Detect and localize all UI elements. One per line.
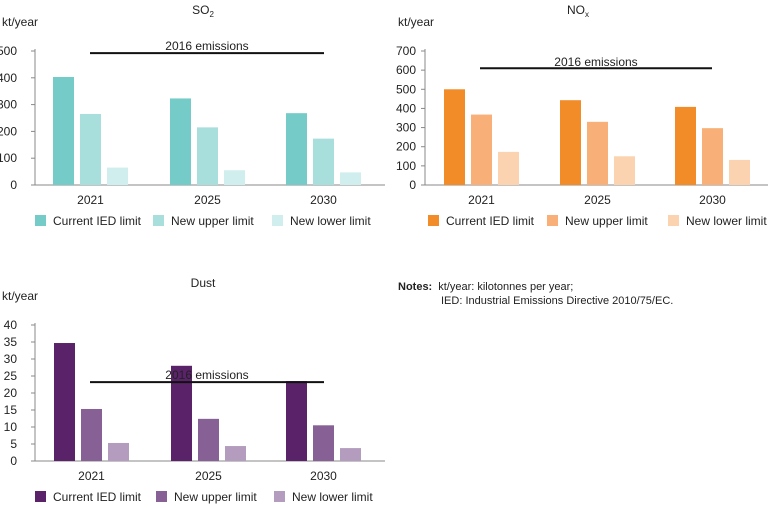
chart1-bar [340,172,361,185]
chart2-reference-label: 2016 emissions [554,55,637,69]
chart2-legend-swatch [428,215,439,226]
chart2-bar [444,89,465,185]
chart3-category-label: 2030 [310,469,337,483]
chart2-bar [560,100,581,185]
chart3-legend-label: Current IED limit [53,490,142,504]
chart1-ytick-label: 0 [10,178,17,192]
chart3-bar [108,442,129,461]
chart3-bar [340,448,361,461]
chart3-ytick-label: 40 [4,318,18,332]
chart2-category-label: 2021 [468,193,495,207]
chart2-bar [729,159,750,185]
chart2-bar [614,156,635,185]
chart2-ytick-label: 600 [396,63,416,77]
chart1-title-subscript: 2 [209,10,214,19]
chart1-reference-label: 2016 emissions [165,39,248,53]
chart1-bar [170,98,191,185]
notes-block: Notes: kt/year: kilotonnes per year; IED… [398,280,673,308]
chart2-category-label: 2025 [584,193,611,207]
chart1-category-label: 2025 [194,193,221,207]
chart3-bar [286,381,307,461]
chart1-bar [313,138,334,185]
chart2-ytick-label: 700 [396,44,416,58]
chart1-ytick-label: 500 [0,44,17,58]
chart3-legend-swatch [35,491,46,502]
notes-line-1: kt/year: kilotonnes per year; [438,281,574,293]
chart3-bar [313,425,334,461]
chart2-legend-swatch [547,215,558,226]
chart2-ytick-label: 100 [396,159,416,173]
chart3-ytick-label: 35 [4,335,18,349]
chart1-ytick-label: 200 [0,124,17,138]
chart1-legend-swatch [153,215,164,226]
chart1-bar [286,113,307,185]
chart1-bar [224,170,245,185]
chart3-category-label: 2021 [78,469,105,483]
chart3-ytick-label: 15 [4,403,18,417]
chart3-ytick-label: 10 [4,420,18,434]
chart3-ytick-label: 0 [10,454,17,468]
chart3-ytick-label: 25 [4,369,18,383]
chart3-legend-label: New lower limit [292,490,373,504]
chart2-legend-swatch [668,215,679,226]
chart1-legend-swatch [35,215,46,226]
chart2-legend-label: New lower limit [686,214,767,228]
chart2-ytick-label: 300 [396,121,416,135]
chart1-bar [80,113,101,185]
chart1-legend-label: Current IED limit [53,214,142,228]
chart1-title: SO2 [192,3,214,19]
chart3-ytick-label: 30 [4,352,18,366]
chart1-category-label: 2021 [77,193,104,207]
chart3-bar [54,343,75,461]
chart3-ytick-label: 20 [4,386,18,400]
chart3-category-label: 2025 [195,469,222,483]
notes-line-2: IED: Industrial Emissions Directive 2010… [441,295,674,307]
chart2-ytick-label: 200 [396,140,416,154]
chart1-ytick-label: 100 [0,151,17,165]
chart2-title-subscript: x [585,10,589,19]
chart3-ylabel: kt/year [2,289,38,303]
chart3-ytick-label: 5 [10,437,17,451]
chart2-legend-label: Current IED limit [446,214,535,228]
chart1-category-label: 2030 [310,193,337,207]
chart2-ytick-label: 0 [409,178,416,192]
chart1-bar [107,167,128,185]
chart3-reference-label: 2016 emissions [165,368,248,382]
chart3-bar [198,418,219,461]
chart2-title: NOx [567,3,589,19]
chart2-ylabel: kt/year [398,15,434,29]
chart3-bar [81,408,102,461]
chart2-ytick-label: 400 [396,101,416,115]
chart1-ytick-label: 400 [0,71,17,85]
chart1-ytick-label: 300 [0,98,17,112]
chart2-bar [675,106,696,185]
chart2-ytick-label: 500 [396,82,416,96]
chart3-title: Dust [191,276,216,290]
chart1-ylabel: kt/year [2,15,38,29]
notes-label: Notes: [398,281,433,293]
chart3-bar [225,446,246,461]
chart1-legend-label: New lower limit [290,214,371,228]
chart2-bar [587,121,608,185]
chart3-legend-label: New upper limit [174,490,257,504]
chart1-legend-swatch [272,215,283,226]
chart3-legend-swatch [274,491,285,502]
chart1-bar [197,127,218,185]
chart2-category-label: 2030 [699,193,726,207]
chart2-bar [498,151,519,185]
chart2-bar [702,128,723,185]
chart1-legend-label: New upper limit [171,214,254,228]
chart3-bar [171,365,192,461]
chart3-legend-swatch [156,491,167,502]
chart2-bar [471,114,492,185]
chart2-legend-label: New upper limit [565,214,648,228]
chart1-bar [53,76,74,185]
